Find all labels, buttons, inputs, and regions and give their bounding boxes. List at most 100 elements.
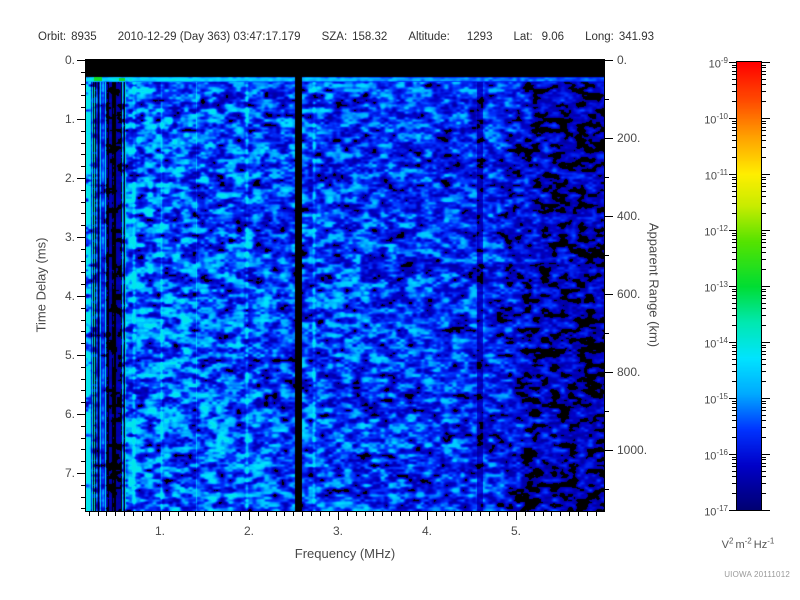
- header-field-value: 9.06: [541, 31, 565, 43]
- header-field-label: Orbit:: [38, 31, 67, 43]
- x-minor-tick: [98, 512, 99, 516]
- x-minor-tick: [498, 512, 499, 516]
- colorbar-minor-tick-right: [762, 67, 766, 68]
- colorbar-major-tick-left: [729, 342, 737, 343]
- colorbar-minor-tick-right: [762, 415, 766, 416]
- header-field: Altitude: 1293: [408, 31, 492, 43]
- y-left-minor-tick: [81, 284, 85, 285]
- colorbar-minor-tick-right: [762, 298, 766, 299]
- header-field-value: 158.32: [352, 31, 388, 43]
- y-left-minor-tick: [81, 390, 85, 391]
- header-field-label: Long:: [585, 31, 614, 43]
- y-left-tick-label: 1.: [64, 112, 75, 126]
- colorbar-minor-tick-right: [762, 295, 766, 296]
- colorbar-minor-tick-right: [762, 410, 766, 411]
- x-major-tick: [249, 512, 250, 520]
- colorbar-minor-tick-right: [762, 71, 766, 72]
- colorbar-minor-tick-left: [732, 415, 736, 416]
- y-left-minor-tick: [81, 84, 85, 85]
- y-left-minor-tick: [81, 331, 85, 332]
- y-right-minor-tick: [605, 411, 609, 412]
- x-minor-tick: [409, 512, 410, 516]
- y-left-axis-title: Time Delay (ms): [33, 237, 49, 333]
- colorbar-minor-tick-right: [762, 457, 766, 458]
- colorbar-minor-tick-right: [762, 325, 766, 326]
- y-left-minor-tick: [81, 485, 85, 486]
- x-minor-tick: [569, 512, 570, 516]
- x-minor-tick: [436, 512, 437, 516]
- x-minor-tick: [471, 512, 472, 516]
- colorbar-tick-label: 10-10: [704, 112, 728, 127]
- x-minor-tick: [231, 512, 232, 516]
- y-left-minor-tick: [81, 438, 85, 439]
- colorbar-minor-tick-left: [732, 79, 736, 80]
- header-field-value: 2010-12-29 (Day 363) 03:47:17.179: [117, 31, 301, 43]
- colorbar-minor-tick-left: [732, 364, 736, 365]
- x-minor-tick: [213, 512, 214, 516]
- colorbar-minor-tick-right: [762, 130, 766, 131]
- y-left-major-tick: [77, 414, 85, 415]
- y-right-minor-tick: [605, 255, 609, 256]
- spectrogram-canvas: [86, 60, 604, 511]
- colorbar-tick-label: 10-14: [704, 336, 728, 351]
- y-right-minor-tick: [605, 489, 609, 490]
- unit-segment: Hz-1: [753, 536, 775, 551]
- colorbar-minor-tick-right: [762, 269, 766, 270]
- x-minor-tick: [560, 512, 561, 516]
- x-major-tick: [160, 512, 161, 520]
- colorbar-minor-tick-right: [762, 127, 766, 128]
- x-minor-tick: [133, 512, 134, 516]
- colorbar-minor-tick-right: [762, 147, 766, 148]
- colorbar-major-tick-right: [762, 454, 770, 455]
- colorbar-minor-tick-left: [732, 289, 736, 290]
- x-minor-tick: [578, 512, 579, 516]
- header-field-value: 1293: [466, 31, 493, 43]
- colorbar-minor-tick-left: [732, 457, 736, 458]
- colorbar-major-tick-right: [762, 62, 770, 63]
- colorbar-minor-tick-left: [732, 291, 736, 292]
- header-field: Lat: 9.06: [513, 31, 564, 43]
- x-tick-label: 4.: [421, 524, 432, 538]
- colorbar-major-tick-left: [729, 230, 737, 231]
- colorbar-minor-tick-right: [762, 471, 766, 472]
- y-right-tick-label: 800.: [617, 365, 641, 379]
- x-minor-tick: [89, 512, 90, 516]
- colorbar-major-tick-left: [729, 510, 737, 511]
- colorbar-minor-tick-left: [732, 91, 736, 92]
- colorbar-minor-tick-right: [762, 235, 766, 236]
- colorbar-minor-tick-right: [762, 354, 766, 355]
- x-major-tick: [427, 512, 428, 520]
- colorbar-minor-tick-right: [762, 308, 766, 309]
- y-left-major-tick: [77, 473, 85, 474]
- colorbar-minor-tick-right: [762, 157, 766, 158]
- colorbar-minor-tick-left: [732, 177, 736, 178]
- colorbar-minor-tick-left: [732, 403, 736, 404]
- colorbar-minor-tick-right: [762, 437, 766, 438]
- header-field: Orbit: 8935: [38, 31, 97, 43]
- colorbar-minor-tick-right: [762, 140, 766, 141]
- x-minor-tick: [222, 512, 223, 516]
- colorbar-minor-tick-right: [762, 135, 766, 136]
- x-minor-tick: [347, 512, 348, 516]
- y-left-tick-label: 0.: [64, 53, 75, 67]
- y-left-minor-tick: [81, 143, 85, 144]
- colorbar-minor-tick-left: [732, 235, 736, 236]
- unit-segment: m-2: [735, 536, 752, 551]
- colorbar-minor-tick-left: [732, 459, 736, 460]
- colorbar-minor-tick-right: [762, 476, 766, 477]
- y-right-major-tick: [605, 216, 613, 217]
- colorbar-minor-tick-left: [732, 476, 736, 477]
- colorbar-minor-tick-left: [732, 493, 736, 494]
- y-left-minor-tick: [81, 72, 85, 73]
- header-field: 2010-12-29 (Day 363) 03:47:17.179: [118, 31, 301, 43]
- y-left-minor-tick: [81, 367, 85, 368]
- colorbar-minor-tick-right: [762, 351, 766, 352]
- colorbar-minor-tick-left: [732, 121, 736, 122]
- y-right-tick-label: 200.: [617, 131, 641, 145]
- x-tick-label: 1.: [154, 524, 165, 538]
- colorbar-minor-tick-right: [762, 381, 766, 382]
- colorbar-minor-tick-right: [762, 371, 766, 372]
- y-right-minor-tick: [605, 333, 609, 334]
- colorbar-minor-tick-left: [732, 345, 736, 346]
